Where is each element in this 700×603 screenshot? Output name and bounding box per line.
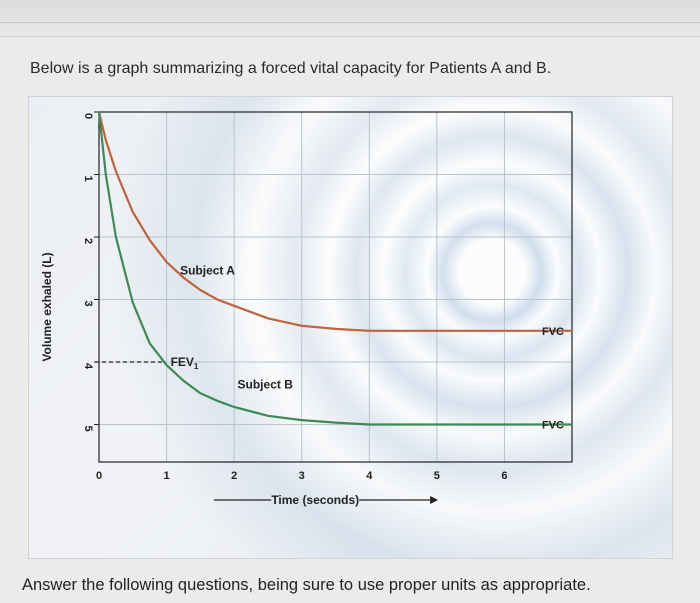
labels: FVC Subject A FVC Subject B FEV1	[95, 264, 564, 504]
x-tick-label: 5	[434, 470, 440, 482]
top-bar	[0, 0, 700, 37]
series-line	[97, 111, 572, 426]
series-line	[97, 111, 572, 332]
series-name-label: Subject A	[180, 264, 235, 278]
y-ticks: 0 1 2 3 4 5	[82, 111, 99, 432]
top-divider	[0, 22, 700, 23]
x-tick-label: 4	[366, 470, 373, 482]
series-name-label: Subject B	[238, 377, 294, 391]
fvc-label: FVC	[542, 326, 564, 338]
x-tick-label: 3	[299, 470, 305, 482]
y-tick-label: 3	[82, 300, 94, 306]
x-ticks: 0 1 2 3 4 5 6	[96, 470, 508, 482]
question-intro: Below is a graph summarizing a forced vi…	[30, 60, 552, 77]
y-tick-label: 2	[82, 238, 94, 244]
y-tick-label: 1	[82, 175, 94, 181]
y-tick-label: 0	[82, 113, 94, 119]
plot-frame	[98, 111, 573, 463]
grid	[99, 112, 572, 462]
y-tick-label: 5	[82, 425, 94, 431]
series	[97, 111, 572, 426]
y-tick-label: 4	[82, 363, 94, 370]
x-tick-label: 6	[501, 470, 507, 482]
x-tick-label: 0	[96, 470, 102, 482]
question-footer: Answer the following questions, being su…	[22, 576, 591, 594]
fev1-label: FEV1	[171, 355, 199, 371]
fvc-label: FVC	[542, 420, 564, 432]
x-axis-label: Time (seconds)	[271, 493, 359, 507]
axes	[98, 111, 573, 463]
x-tick-label: 2	[231, 470, 237, 482]
x-tick-label: 1	[164, 470, 170, 482]
time-arrow-head	[430, 496, 439, 504]
y-axis-label: Volume exhaled (L)	[40, 252, 54, 361]
